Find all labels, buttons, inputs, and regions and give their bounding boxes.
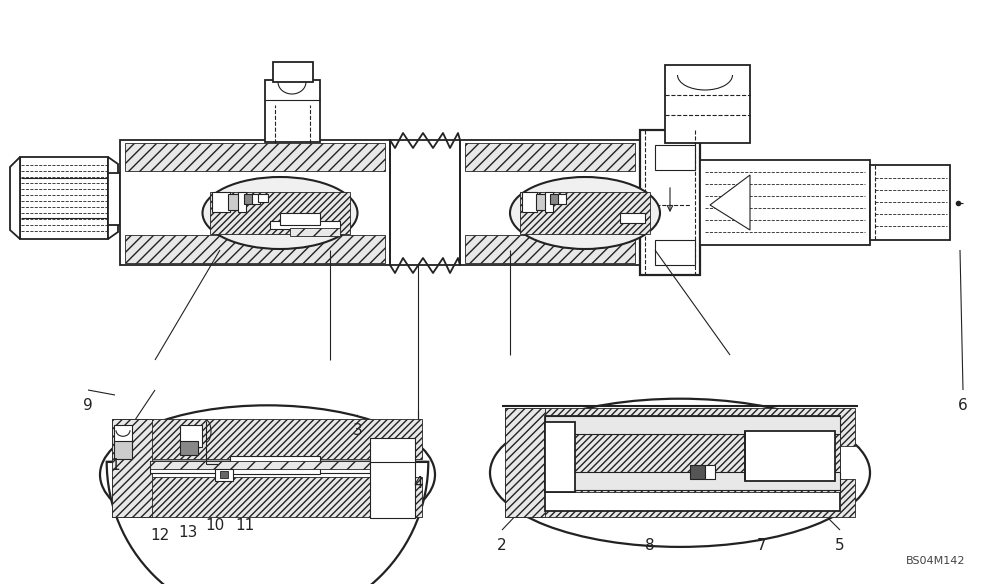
Bar [258,194,268,202]
Text: 13: 13 [178,525,198,540]
Bar [180,425,202,447]
Ellipse shape [490,399,870,547]
Polygon shape [108,157,118,239]
Text: 5: 5 [835,538,845,553]
Wedge shape [107,462,428,584]
Ellipse shape [202,177,358,249]
Bar [370,437,415,517]
Bar [112,419,422,459]
Bar [545,422,575,492]
Bar [265,80,320,142]
Bar [505,408,545,516]
Text: 3: 3 [353,423,363,438]
Text: 1: 1 [110,458,120,473]
Bar [150,461,370,473]
Polygon shape [710,175,750,230]
Bar [270,221,340,229]
Bar [460,140,640,265]
Bar [700,160,870,245]
Bar [665,65,750,143]
Bar [228,194,240,210]
Text: 9: 9 [83,398,93,413]
Bar [620,213,645,223]
Bar [705,465,715,479]
Bar [114,425,132,447]
Text: 11: 11 [235,518,255,533]
Polygon shape [10,157,20,239]
Text: 7: 7 [757,538,767,553]
Bar [290,228,340,236]
Bar [230,456,320,474]
Bar [212,192,230,212]
Text: BS04M142: BS04M142 [906,556,965,566]
Bar [536,194,546,210]
Bar [150,461,370,469]
Bar [220,471,228,478]
Bar [112,419,152,517]
Ellipse shape [100,405,435,544]
Text: 6: 6 [958,398,968,413]
Bar [522,192,537,212]
Bar [465,235,635,263]
Bar [125,143,385,171]
Bar [465,143,635,171]
Bar [273,62,313,82]
Bar [252,194,260,204]
Bar [215,469,233,481]
Text: 8: 8 [645,538,655,553]
Bar [545,422,840,492]
Ellipse shape [510,177,660,249]
Bar [114,442,132,460]
Bar [112,477,422,517]
Bar [745,431,835,481]
Bar [238,192,246,212]
Bar [505,478,855,516]
Text: 4: 4 [413,476,423,491]
Bar [505,408,855,446]
Bar [690,465,705,479]
Bar [655,145,695,170]
Bar [520,192,650,234]
Bar [545,416,840,434]
Text: 10: 10 [205,518,225,533]
Text: 2: 2 [497,538,507,553]
Bar [120,140,390,265]
Bar [545,472,840,490]
Bar [640,130,700,275]
Bar [180,442,198,456]
Bar [20,157,108,239]
Text: 12: 12 [150,528,170,543]
Bar [108,173,120,225]
Bar [870,165,950,240]
Bar [545,416,840,511]
Bar [550,194,560,204]
Bar [125,235,385,263]
Bar [280,213,320,225]
Bar [655,240,695,265]
Bar [558,194,566,204]
Bar [545,192,553,212]
Bar [210,192,350,234]
Bar [244,194,254,204]
